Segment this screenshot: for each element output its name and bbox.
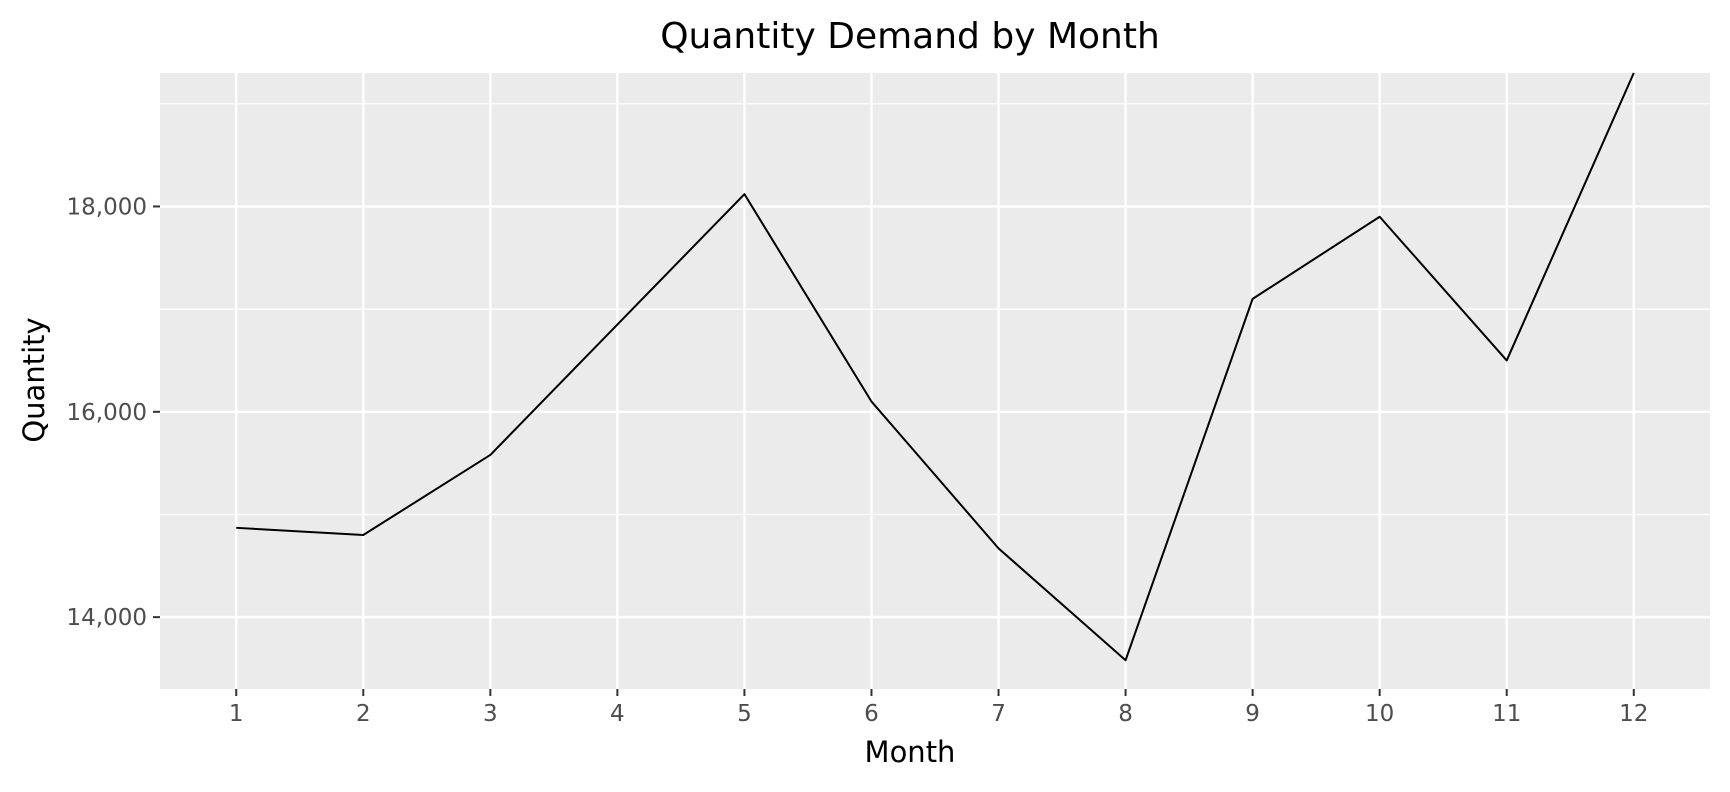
- data-point: [362, 534, 364, 536]
- x-tick-label: 1: [229, 701, 244, 727]
- y-tick-label: 16,000: [67, 400, 147, 426]
- major-grid: [160, 73, 1710, 689]
- y-axis: 14,000 16,000 18,000: [67, 194, 160, 631]
- data-point: [998, 547, 1000, 549]
- data-point: [1506, 359, 1508, 361]
- x-tick-label: 9: [1245, 701, 1260, 727]
- data-point: [743, 193, 745, 195]
- series-layer: [235, 72, 1635, 662]
- x-tick-label: 2: [356, 701, 371, 727]
- x-tick-label: 4: [610, 701, 625, 727]
- x-axis: 1 2 3 4 5 6 7 8 9 10 11 12: [229, 689, 1648, 727]
- x-tick-label: 12: [1619, 701, 1648, 727]
- x-tick-label: 11: [1492, 701, 1521, 727]
- x-tick-label: 10: [1365, 701, 1394, 727]
- data-point: [616, 324, 618, 326]
- data-point: [1633, 72, 1635, 74]
- x-tick-label: 3: [483, 701, 498, 727]
- y-tick-label: 18,000: [67, 194, 147, 220]
- x-tick-label: 6: [864, 701, 879, 727]
- y-axis-title: Quantity: [17, 317, 51, 442]
- data-point: [870, 401, 872, 403]
- minor-grid: [160, 103, 1710, 516]
- data-point: [1252, 298, 1254, 300]
- x-tick-label: 8: [1118, 701, 1133, 727]
- data-point: [1125, 659, 1127, 661]
- data-point: [235, 527, 237, 529]
- data-point: [1379, 216, 1381, 218]
- x-tick-label: 5: [737, 701, 752, 727]
- x-tick-label: 7: [991, 701, 1006, 727]
- plot-panel: [160, 73, 1710, 689]
- y-tick-label: 14,000: [67, 605, 147, 631]
- series-line: [236, 72, 1635, 662]
- chart-title: Quantity Demand by Month: [660, 16, 1160, 57]
- x-axis-title: Month: [865, 735, 956, 769]
- data-point: [489, 454, 491, 456]
